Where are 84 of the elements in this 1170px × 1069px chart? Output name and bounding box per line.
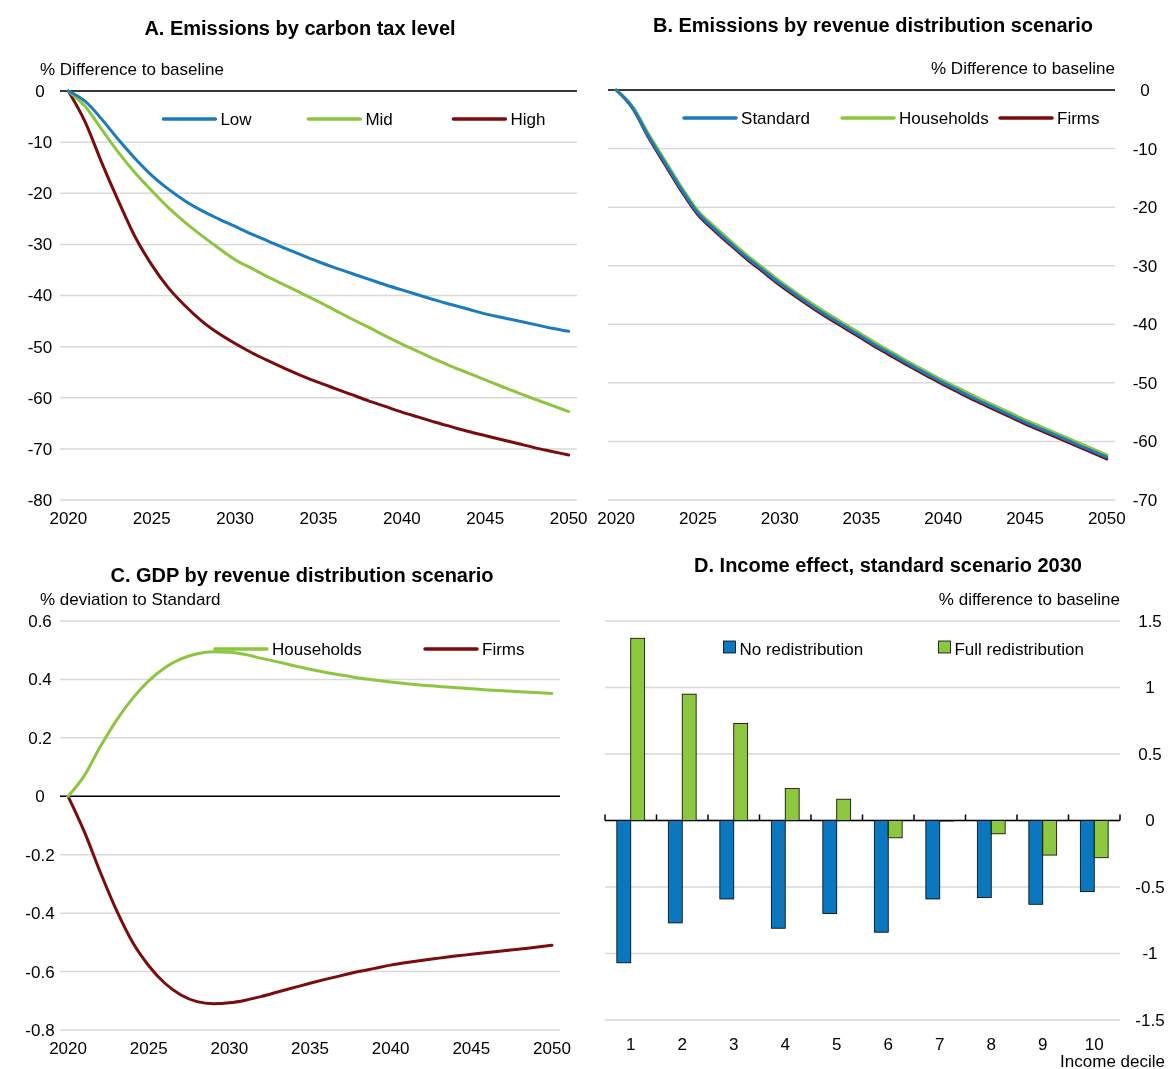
- chart-title: C. GDP by revenue distribution scenario: [110, 564, 494, 586]
- y-tick-label: 0: [1145, 811, 1155, 831]
- y-tick-label: -30: [1132, 256, 1158, 276]
- y-tick-label: 0: [35, 787, 45, 807]
- x-tick-label: 9: [1038, 1035, 1048, 1054]
- x-tick-label: 10: [1084, 1035, 1104, 1054]
- x-tick-label: 2050: [1087, 509, 1126, 528]
- x-tick-label: 2025: [129, 1039, 168, 1058]
- x-tick-label: 2: [677, 1035, 687, 1054]
- x-tick-label: 5: [832, 1035, 842, 1054]
- legend-label: Firms: [482, 639, 525, 659]
- y-tick-label: 0.6: [28, 611, 52, 631]
- line-series: [66, 794, 554, 1006]
- x-tick-label: 2025: [679, 509, 717, 528]
- y-tick-label: -60: [1132, 432, 1158, 452]
- y-axis-title: % difference to baseline: [938, 590, 1120, 609]
- legend-label: Low: [220, 109, 253, 129]
- x-tick-label: 2040: [382, 509, 421, 528]
- x-tick-label: 2045: [466, 509, 505, 528]
- y-tick-label: 0.4: [28, 670, 52, 690]
- legend-label: Standard: [741, 108, 811, 128]
- y-tick-label: 0: [1140, 80, 1150, 100]
- x-tick-label: 2045: [452, 1039, 491, 1058]
- x-tick-label: 3: [729, 1035, 739, 1054]
- y-tick-label: -0.8: [25, 1020, 55, 1040]
- legend-label: Households: [899, 108, 989, 128]
- x-tick-label: 2020: [49, 509, 88, 528]
- x-tick-label: 2045: [1006, 509, 1044, 528]
- y-tick-label: -40: [1132, 315, 1158, 335]
- x-tick-label: 2040: [924, 509, 963, 528]
- x-tick-label: 2030: [210, 1039, 249, 1058]
- y-tick-label: -20: [27, 184, 53, 204]
- y-tick-label: -0.5: [1135, 877, 1165, 897]
- x-tick-label: 2050: [533, 1039, 571, 1058]
- y-tick-label: -70: [27, 439, 53, 459]
- x-tick-label: 2025: [132, 509, 171, 528]
- y-tick-label: 0.5: [1138, 744, 1162, 764]
- y-tick-label: -70: [1132, 490, 1158, 510]
- y-tick-label: -10: [1132, 139, 1158, 159]
- x-tick-label: 2020: [49, 1039, 87, 1058]
- y-tick-label: -30: [27, 235, 53, 255]
- x-axis-title: Income decile: [1060, 1052, 1165, 1069]
- y-axis-title: % Difference to baseline: [40, 60, 224, 79]
- x-tick-label: 4: [780, 1035, 790, 1054]
- x-tick-label: 7: [935, 1035, 945, 1054]
- y-tick-label: -50: [1132, 373, 1158, 393]
- y-tick-label: -0.2: [25, 845, 55, 865]
- y-tick-label: -60: [27, 388, 53, 408]
- y-tick-label: -20: [1132, 198, 1158, 218]
- legend-label: Households: [272, 639, 362, 659]
- x-tick-label: 2035: [291, 1039, 329, 1058]
- y-tick-label: 0: [35, 81, 45, 101]
- chart-title: D. Income effect, standard scenario 2030: [694, 554, 1082, 576]
- x-tick-label: 6: [883, 1035, 893, 1054]
- y-tick-label: -1: [1142, 944, 1158, 964]
- x-tick-label: 2030: [760, 509, 799, 528]
- y-tick-label: -10: [27, 133, 53, 153]
- x-tick-label: 1: [626, 1035, 636, 1054]
- x-tick-label: 2035: [842, 509, 881, 528]
- x-tick-label: 2020: [597, 509, 636, 528]
- legend-label: Mid: [365, 109, 393, 129]
- y-tick-label: -40: [27, 286, 53, 306]
- y-tick-label: -0.6: [25, 962, 55, 982]
- y-tick-label: 0.2: [28, 728, 52, 748]
- y-tick-label: -1.5: [1135, 1010, 1165, 1030]
- chart-title: A. Emissions by carbon tax level: [144, 17, 456, 39]
- y-tick-label: -80: [27, 490, 53, 510]
- legend-label: Firms: [1057, 108, 1100, 128]
- x-tick-label: 2030: [216, 509, 255, 528]
- y-tick-label: 1: [1145, 678, 1155, 698]
- y-tick-label: 1.5: [1138, 611, 1162, 631]
- y-tick-label: -0.4: [25, 904, 55, 924]
- legend-label: Full redistribution: [954, 639, 1084, 659]
- chart-title: B. Emissions by revenue distribution scenario: [652, 14, 1094, 36]
- x-tick-label: 2050: [549, 509, 588, 528]
- legend-label: No redistribution: [739, 639, 864, 659]
- x-tick-label: 2040: [371, 1039, 410, 1058]
- x-tick-label: 2035: [299, 509, 338, 528]
- line-series: [66, 89, 571, 333]
- y-tick-label: -50: [27, 337, 53, 357]
- y-axis-title: % Difference to baseline: [931, 59, 1115, 78]
- legend-label: High: [510, 109, 546, 129]
- y-axis-title: % deviation to Standard: [40, 590, 221, 609]
- x-tick-label: 8: [986, 1035, 996, 1054]
